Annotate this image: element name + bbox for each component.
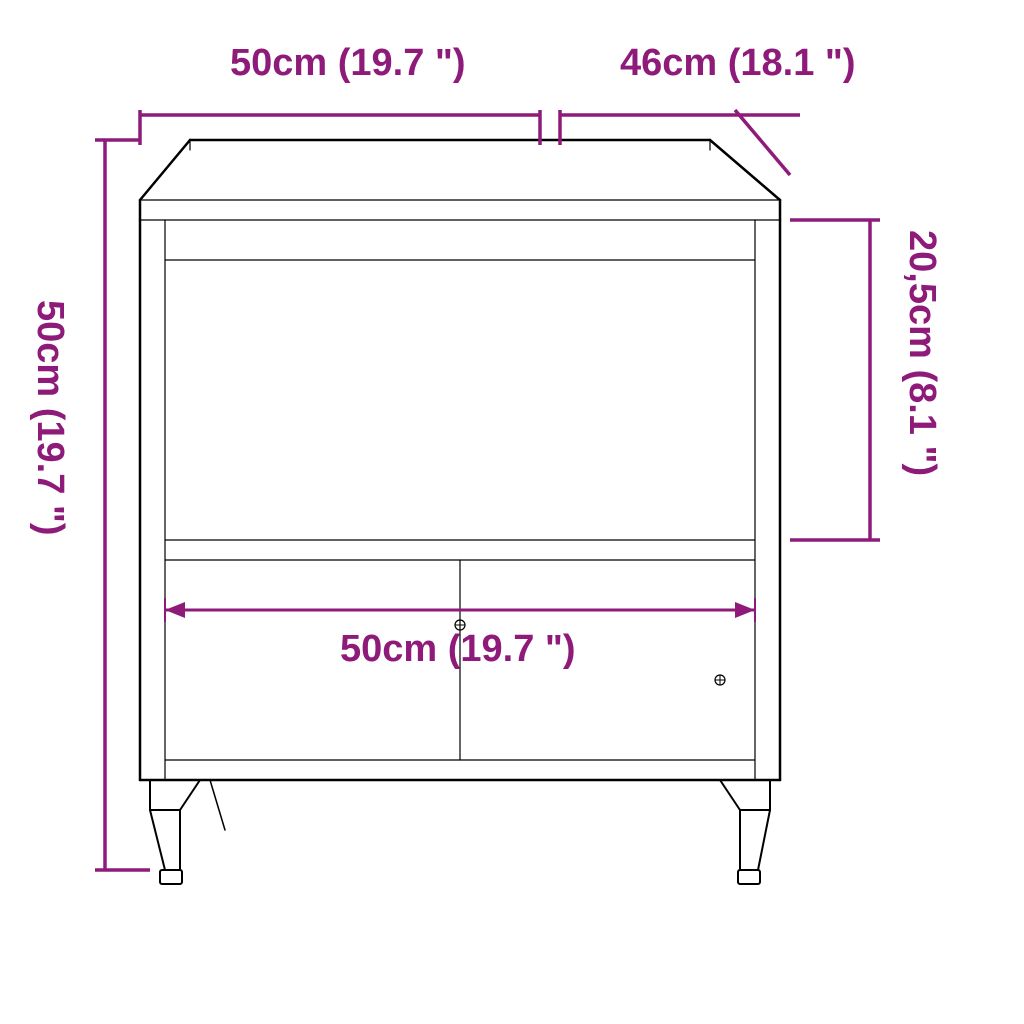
technical-svg [0, 0, 1024, 1024]
dim-height-label: 50cm (19.7 ") [28, 300, 71, 536]
dim-depth-label: 46cm (18.1 ") [620, 42, 856, 85]
dim-width-label: 50cm (19.7 ") [230, 42, 466, 85]
drawing-canvas: 50cm (19.7 ") 46cm (18.1 ") 50cm (19.7 "… [0, 0, 1024, 1024]
dim-drawer-label: 20,5cm (8.1 ") [900, 230, 943, 476]
dim-shelf-label: 50cm (19.7 ") [340, 628, 576, 671]
